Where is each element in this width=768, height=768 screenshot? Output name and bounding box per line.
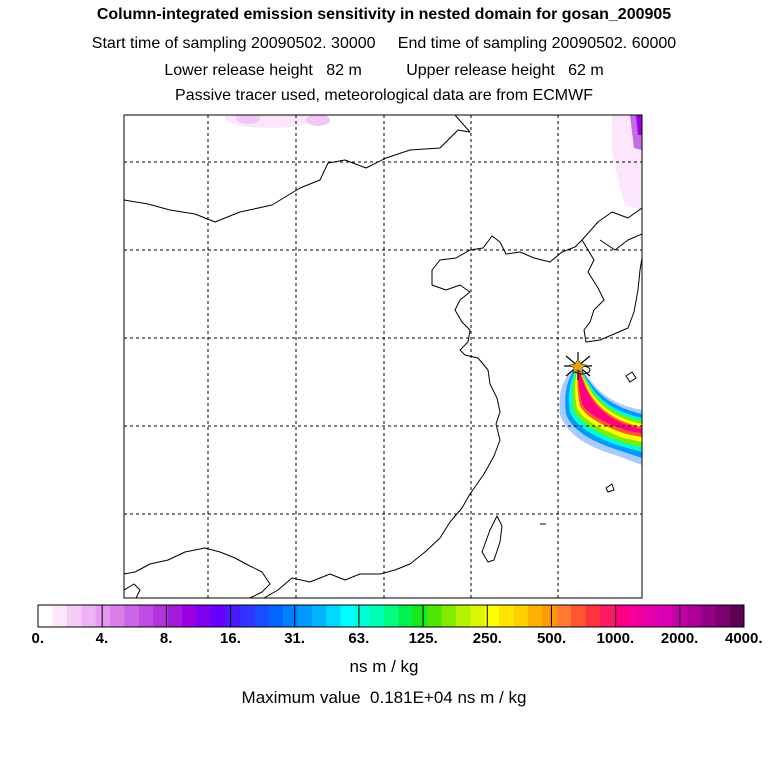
colorbar-tick-label: 4000. bbox=[725, 630, 763, 647]
map-frame bbox=[123, 114, 643, 599]
small-island bbox=[605, 483, 615, 493]
coastlines bbox=[124, 115, 642, 598]
colorbar-tick-label: 63. bbox=[348, 630, 370, 647]
colorbar-swatch bbox=[81, 605, 97, 627]
colorbar-swatch bbox=[225, 605, 241, 627]
colorbar-tick-label: 125. bbox=[408, 630, 438, 647]
colorbar-swatch bbox=[66, 605, 82, 627]
small-island bbox=[625, 371, 637, 383]
colorbar bbox=[37, 604, 745, 628]
colorbar-tick-label: 2000. bbox=[660, 630, 699, 647]
plume-core-magenta bbox=[578, 366, 642, 433]
korea-border bbox=[599, 233, 642, 251]
colorbar-swatch bbox=[556, 605, 572, 627]
colorbar-swatch bbox=[95, 605, 111, 627]
sensitivity-patch-northeast bbox=[306, 115, 330, 126]
taiwan-coastline bbox=[481, 515, 503, 563]
colorbar-swatch bbox=[571, 605, 587, 627]
colorbar-tick-label: 8. bbox=[159, 630, 173, 647]
colorbar-swatch bbox=[297, 605, 313, 627]
colorbar-swatch bbox=[412, 605, 428, 627]
colorbar-swatch bbox=[628, 605, 644, 627]
sensitivity-field bbox=[225, 115, 642, 465]
station-star-fill bbox=[569, 358, 587, 374]
figure-title: Column-integrated emission sensitivity i… bbox=[96, 6, 672, 23]
colorbar-swatch bbox=[110, 605, 125, 627]
colorbar-swatch bbox=[686, 605, 702, 627]
colorbar-swatch bbox=[499, 605, 514, 627]
colorbar-swatch bbox=[441, 605, 457, 627]
colorbar-border bbox=[37, 604, 745, 628]
colorbar-swatch bbox=[513, 605, 529, 627]
colorbar-swatch bbox=[455, 605, 471, 627]
colorbar-swatch bbox=[643, 605, 659, 627]
colorbar-tick-label: 250. bbox=[472, 630, 502, 647]
colorbar-swatch bbox=[614, 605, 630, 627]
lat-lon-grid bbox=[124, 115, 642, 598]
colorbar-tick-label: 500. bbox=[536, 630, 567, 647]
sensitivity-patch-north-core bbox=[236, 115, 260, 124]
colorbar-swatch bbox=[326, 605, 342, 627]
colorbar-swatch bbox=[729, 605, 745, 627]
colorbar-tick-label: 4. bbox=[95, 630, 109, 647]
colorbar-swatch bbox=[52, 605, 68, 627]
colorbar-swatch bbox=[700, 605, 716, 627]
sampling-time-line: Start time of sampling 20090502. 30000 E… bbox=[91, 35, 677, 52]
colorbar-swatch bbox=[398, 605, 414, 627]
tracer-info-line: Passive tracer used, meteorological data… bbox=[175, 87, 593, 104]
colorbar-swatch bbox=[383, 605, 399, 627]
colorbar-swatch bbox=[715, 605, 731, 627]
southwest-border bbox=[124, 547, 271, 598]
colorbar-swatch bbox=[354, 605, 370, 627]
colorbar-swatch bbox=[527, 605, 543, 627]
colorbar-tick-label: 16. bbox=[220, 630, 241, 647]
colorbar-swatch bbox=[657, 605, 673, 627]
colorbar-swatch bbox=[196, 605, 212, 627]
colorbar-swatch bbox=[210, 605, 226, 627]
release-height-line: Lower release height 82 m Upper release … bbox=[164, 62, 604, 79]
colorbar-units: ns m / kg bbox=[349, 657, 419, 676]
colorbar-swatch bbox=[167, 605, 183, 627]
colorbar-swatch bbox=[153, 605, 169, 627]
colorbar-swatch bbox=[585, 605, 601, 627]
border-fragment bbox=[124, 583, 141, 598]
sensitivity-patch-east-peak bbox=[636, 115, 642, 135]
colorbar-swatch bbox=[138, 605, 154, 627]
colorbar-swatch bbox=[38, 605, 53, 627]
colorbar-swatch bbox=[311, 605, 327, 627]
colorbar-swatch bbox=[239, 605, 255, 627]
colorbar-swatch bbox=[124, 605, 140, 627]
colorbar-swatch bbox=[599, 605, 615, 627]
colorbar-swatch bbox=[470, 605, 486, 627]
colorbar-tick-label: 31. bbox=[284, 630, 306, 647]
colorbar-swatch bbox=[254, 605, 270, 627]
colorbar-tick-label: 1000. bbox=[596, 630, 635, 647]
colorbar-swatch bbox=[182, 605, 197, 627]
colorbar-swatch bbox=[542, 605, 558, 627]
colorbar-swatch bbox=[427, 605, 442, 627]
colorbar-swatch bbox=[484, 605, 500, 627]
border-mongolia bbox=[124, 115, 471, 223]
korea-coastline bbox=[581, 239, 642, 343]
colorbar-tick-label: 0. bbox=[31, 630, 45, 647]
colorbar-swatch bbox=[340, 605, 356, 627]
colorbar-swatch bbox=[282, 605, 298, 627]
maximum-value-label: Maximum value 0.181E+04 ns m / kg bbox=[241, 688, 527, 707]
colorbar-swatch bbox=[268, 605, 284, 627]
china-coastline bbox=[263, 207, 642, 598]
colorbar-swatch bbox=[369, 605, 385, 627]
